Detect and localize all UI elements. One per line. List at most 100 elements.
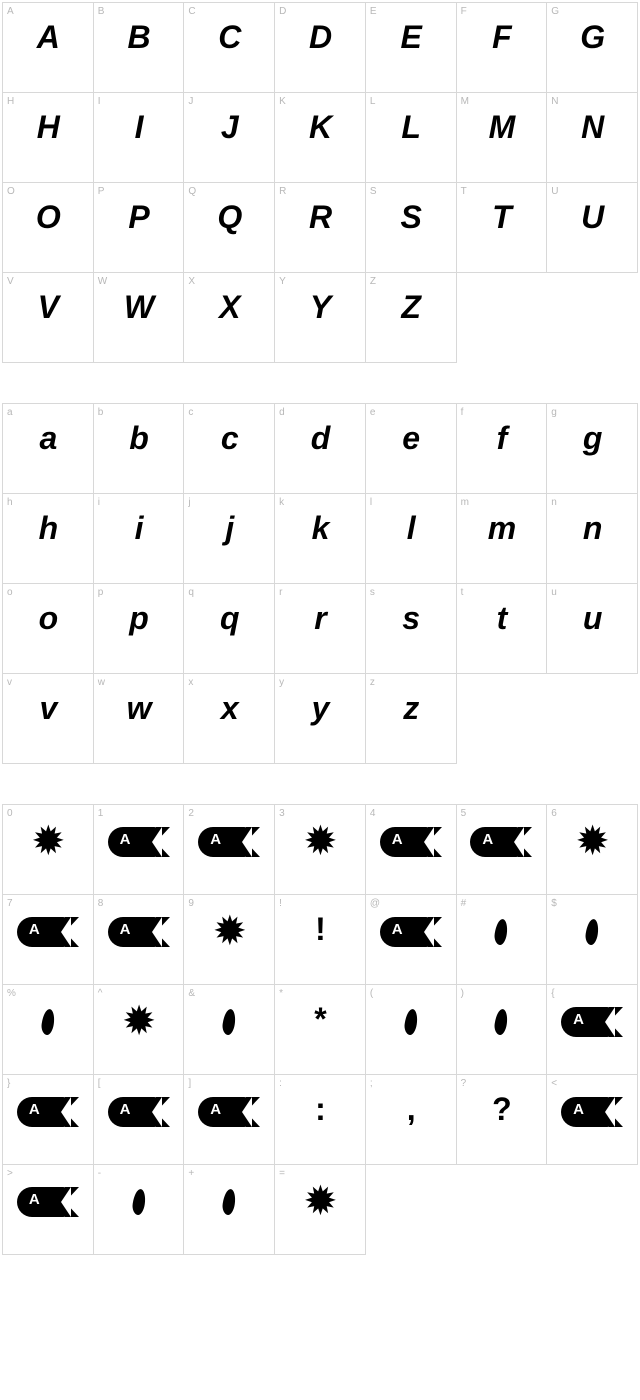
glyph-A: A xyxy=(3,21,93,53)
glyph-0: ✹ xyxy=(3,823,93,859)
glyph-t: t xyxy=(457,602,547,634)
cell-label: N xyxy=(551,96,558,107)
cell-label: L xyxy=(370,96,376,107)
glyph-;: , xyxy=(366,1093,456,1125)
glyph-cell: vv xyxy=(3,674,94,764)
glyph-( xyxy=(366,1003,456,1035)
glyph-z: z xyxy=(366,692,456,724)
cell-label: { xyxy=(551,988,554,999)
glyph->: A xyxy=(3,1183,93,1217)
cell-label: C xyxy=(188,6,195,17)
glyph-cell: 7A xyxy=(3,895,94,985)
glyph-O: O xyxy=(3,201,93,233)
cell-label: E xyxy=(370,6,377,17)
cell-label: t xyxy=(461,587,464,598)
glyph-n: n xyxy=(547,512,637,544)
glyph-}: A xyxy=(3,1093,93,1127)
cell-label: : xyxy=(279,1078,282,1089)
glyph-m: m xyxy=(457,512,547,544)
glyph-cell: RR xyxy=(275,183,366,273)
glyph-cell: ZZ xyxy=(366,273,457,363)
cell-label: B xyxy=(98,6,105,17)
section-uppercase: AABBCCDDEEFFGGHHIIJJKKLLMMNNOOPPQQRRSSTT… xyxy=(2,2,638,363)
glyph-+ xyxy=(184,1183,274,1215)
cell-label: R xyxy=(279,186,286,197)
glyph-cell: VV xyxy=(3,273,94,363)
glyph-cell: dd xyxy=(275,404,366,494)
glyph-:: : xyxy=(275,1093,365,1125)
cell-label: h xyxy=(7,497,13,508)
glyph-U: U xyxy=(547,201,637,233)
blob-icon xyxy=(222,1188,238,1215)
bomb-icon: A xyxy=(198,1097,260,1127)
cell-label: Y xyxy=(279,276,286,287)
glyph-cell: # xyxy=(457,895,548,985)
cell-label: 7 xyxy=(7,898,13,909)
glyph-G: G xyxy=(547,21,637,53)
blob-icon xyxy=(584,918,600,945)
cell-label: l xyxy=(370,497,372,508)
cell-label: [ xyxy=(98,1078,101,1089)
cell-label: u xyxy=(551,587,557,598)
cell-label: ; xyxy=(370,1078,373,1089)
cell-label: K xyxy=(279,96,286,107)
glyph-g: g xyxy=(547,422,637,454)
glyph-% xyxy=(3,1003,93,1035)
glyph-cell: TT xyxy=(457,183,548,273)
glyph-cell: =✹ xyxy=(275,1165,366,1255)
glyph-4: A xyxy=(366,823,456,857)
glyph-P: P xyxy=(94,201,184,233)
cell-label: s xyxy=(370,587,375,598)
glyph-E: E xyxy=(366,21,456,53)
bomb-icon: A xyxy=(17,917,79,947)
glyph-Z: Z xyxy=(366,291,456,323)
glyph-cell: JJ xyxy=(184,93,275,183)
bomb-icon: A xyxy=(108,1097,170,1127)
cell-label: J xyxy=(188,96,193,107)
cell-label: 4 xyxy=(370,808,376,819)
glyph-cell: WW xyxy=(94,273,185,363)
glyph-M: M xyxy=(457,111,547,143)
cell-label: M xyxy=(461,96,469,107)
glyph-R: R xyxy=(275,201,365,233)
bomb-icon: A xyxy=(17,1097,79,1127)
glyph-cell: ) xyxy=(457,985,548,1075)
cell-label: f xyxy=(461,407,464,418)
glyph-cell: DD xyxy=(275,3,366,93)
cell-label: P xyxy=(98,186,105,197)
glyph-cell: hh xyxy=(3,494,94,584)
cell-label: x xyxy=(188,677,193,688)
glyph-2: A xyxy=(184,823,274,857)
glyph-u: u xyxy=(547,602,637,634)
cell-label: ! xyxy=(279,898,282,909)
empty-cell xyxy=(457,273,548,363)
glyph-s: s xyxy=(366,602,456,634)
blob-icon xyxy=(222,1008,238,1035)
glyph-K: K xyxy=(275,111,365,143)
glyph-& xyxy=(184,1003,274,1035)
cell-label: z xyxy=(370,677,375,688)
glyph-cell: NN xyxy=(547,93,638,183)
glyph-cell: + xyxy=(184,1165,275,1255)
cell-label: V xyxy=(7,276,14,287)
glyph-cell: $ xyxy=(547,895,638,985)
glyph-grid: aabbccddeeffgghhiijjkkllmmnnooppqqrrsstt… xyxy=(2,403,638,764)
glyph-H: H xyxy=(3,111,93,143)
blob-icon xyxy=(131,1188,147,1215)
glyph-Y: Y xyxy=(275,291,365,323)
glyph-cell: >A xyxy=(3,1165,94,1255)
empty-cell xyxy=(547,1165,638,1255)
glyph-cell: bb xyxy=(94,404,185,494)
glyph-cell: EE xyxy=(366,3,457,93)
glyph-W: W xyxy=(94,291,184,323)
glyph-cell: 6✹ xyxy=(547,805,638,895)
glyph-cell: kk xyxy=(275,494,366,584)
glyph-cell: OO xyxy=(3,183,94,273)
glyph-grid: AABBCCDDEEFFGGHHIIJJKKLLMMNNOOPPQQRRSSTT… xyxy=(2,2,638,363)
glyph-y: y xyxy=(275,692,365,724)
glyph-@: A xyxy=(366,913,456,947)
glyph-!: ! xyxy=(275,913,365,945)
cell-label: U xyxy=(551,186,558,197)
glyph-cell: MM xyxy=(457,93,548,183)
glyph-6: ✹ xyxy=(547,823,637,859)
